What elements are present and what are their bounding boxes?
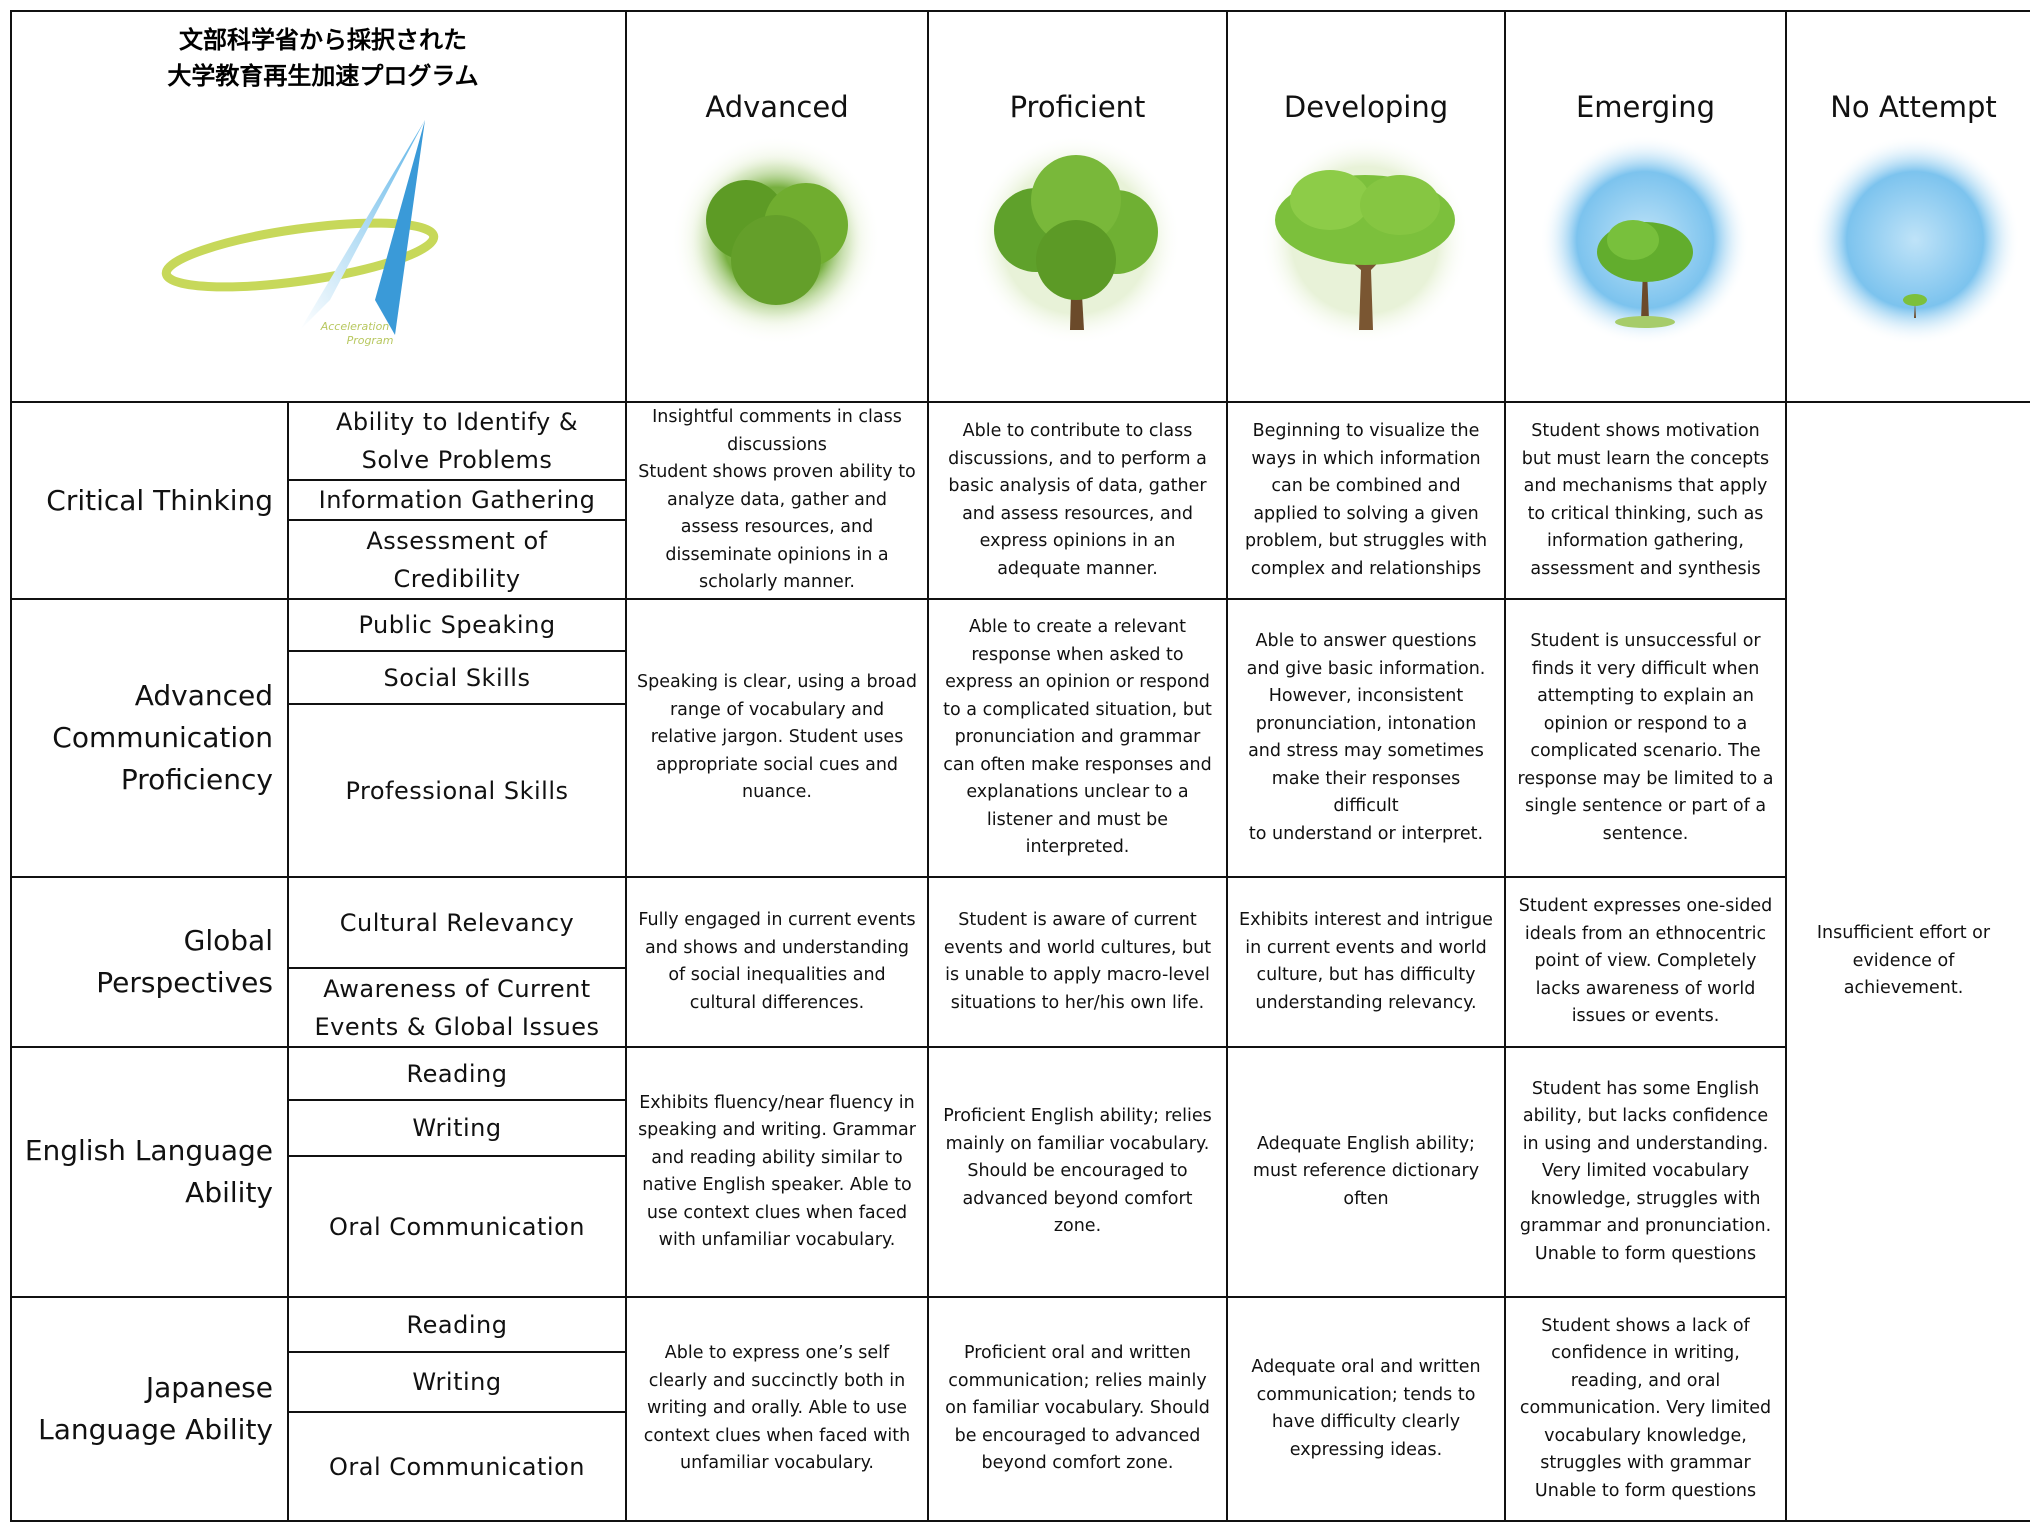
skill: Ability to Identify & Solve Problems bbox=[287, 401, 627, 481]
descriptor: Student expresses one-sided ideals from … bbox=[1504, 876, 1787, 1048]
descriptor-text: Speaking is clear, using a broad range o… bbox=[637, 672, 917, 803]
level-header-text: Proficient bbox=[1009, 90, 1146, 124]
skill-text: Ability to Identify & Solve Problems bbox=[335, 408, 579, 474]
skill-text: Writing bbox=[412, 1114, 502, 1142]
descriptor-text: Exhibits interest and intrigue in curren… bbox=[1239, 910, 1493, 1013]
category-text: Critical Thinking bbox=[46, 483, 273, 517]
skill-text: Oral Communication bbox=[329, 1212, 585, 1241]
descriptor: Fully engaged in current events and show… bbox=[625, 876, 929, 1048]
descriptor-text: Able to create a relevant response when … bbox=[943, 617, 1212, 858]
level-header-text: No Attempt bbox=[1830, 90, 1997, 124]
descriptor: Student shows motivation but must learn … bbox=[1504, 401, 1787, 600]
skill: Reading bbox=[287, 1046, 627, 1101]
descriptor-text: Proficient English ability; relies mainl… bbox=[943, 1106, 1212, 1237]
logo-cell bbox=[10, 10, 627, 403]
descriptor-text: Student has some English ability, but la… bbox=[1519, 1078, 1772, 1264]
descriptor-text: Insightful comments in class discussions… bbox=[638, 407, 916, 593]
descriptor-text: Able to express one’s self clearly and s… bbox=[643, 1343, 911, 1474]
category-text: Japanese Language Ability bbox=[38, 1371, 273, 1446]
category-text: English Language Ability bbox=[24, 1134, 273, 1209]
skill: Reading bbox=[287, 1296, 627, 1353]
skill: Assessment of Credibility bbox=[287, 519, 627, 600]
descriptor: Exhibits interest and intrigue in curren… bbox=[1226, 876, 1506, 1048]
descriptor: Able to contribute to class discussions,… bbox=[927, 401, 1228, 600]
descriptor: Able to answer questions and give basic … bbox=[1226, 598, 1506, 878]
descriptor-text: Adequate oral and written communication;… bbox=[1251, 1357, 1481, 1460]
descriptor-text: Student expresses one-sided ideals from … bbox=[1518, 896, 1773, 1027]
skill-text: Information Gathering bbox=[318, 486, 596, 514]
descriptor-text: Exhibits fluency/near fluency in speakin… bbox=[638, 1092, 916, 1251]
level-header: Developing bbox=[1226, 10, 1506, 403]
descriptor-text: Student shows motivation but must learn … bbox=[1521, 421, 1770, 579]
skill-text: Assessment of Credibility bbox=[366, 526, 548, 593]
descriptor: Insightful comments in class discussions… bbox=[625, 401, 929, 600]
descriptor: Proficient oral and written communicatio… bbox=[927, 1296, 1228, 1522]
level-header-text: Advanced bbox=[705, 90, 849, 124]
level-header: Proficient bbox=[927, 10, 1228, 403]
level-header: No Attempt bbox=[1785, 10, 2030, 403]
skill-text: Social Skills bbox=[383, 663, 531, 692]
level-header-text: Emerging bbox=[1575, 90, 1716, 124]
descriptor-text: Fully engaged in current events and show… bbox=[638, 910, 916, 1013]
category: Global Perspectives bbox=[10, 876, 289, 1048]
skill-text: Professional Skills bbox=[345, 776, 569, 805]
category: Japanese Language Ability bbox=[10, 1296, 289, 1522]
descriptor: Beginning to visualize the ways in which… bbox=[1226, 401, 1506, 600]
descriptor: Student is unsuccessful or finds it very… bbox=[1504, 598, 1787, 878]
level-header: Advanced bbox=[625, 10, 929, 403]
no-attempt-text: Insufficient effort or evidence of achie… bbox=[1816, 923, 1991, 999]
category: Advanced Communication Proficiency bbox=[10, 598, 289, 878]
descriptor: Student has some English ability, but la… bbox=[1504, 1046, 1787, 1298]
skill-text: Awareness of Current Events & Global Iss… bbox=[314, 974, 600, 1041]
category: Critical Thinking bbox=[10, 401, 289, 600]
skill: Oral Communication bbox=[287, 1411, 627, 1522]
descriptor-text: Able to answer questions and give basic … bbox=[1246, 631, 1486, 844]
category-text: Advanced Communication Proficiency bbox=[52, 679, 273, 796]
descriptor: Student shows a lack of confidence in wr… bbox=[1504, 1296, 1787, 1522]
skill: Oral Communication bbox=[287, 1155, 627, 1298]
skill: Writing bbox=[287, 1351, 627, 1413]
descriptor-text: Student shows a lack of confidence in wr… bbox=[1519, 1315, 1772, 1501]
category-text: Global Perspectives bbox=[96, 924, 273, 999]
skill: Awareness of Current Events & Global Iss… bbox=[287, 967, 627, 1048]
descriptor: Adequate oral and written communication;… bbox=[1226, 1296, 1506, 1522]
descriptor-text: Adequate English ability; must reference… bbox=[1252, 1133, 1480, 1209]
descriptor: Proficient English ability; relies mainl… bbox=[927, 1046, 1228, 1298]
descriptor-text: Student is unsuccessful or finds it very… bbox=[1517, 631, 1774, 844]
descriptor: Student is aware of current events and w… bbox=[927, 876, 1228, 1048]
no-attempt: Insufficient effort or evidence of achie… bbox=[1785, 401, 2030, 1522]
descriptor: Adequate English ability; must reference… bbox=[1226, 1046, 1506, 1298]
descriptor: Speaking is clear, using a broad range o… bbox=[625, 598, 929, 878]
skill-text: Public Speaking bbox=[358, 611, 556, 639]
category: English Language Ability bbox=[10, 1046, 289, 1298]
descriptor: Able to create a relevant response when … bbox=[927, 598, 1228, 878]
skill: Writing bbox=[287, 1099, 627, 1157]
skill: Cultural Relevancy bbox=[287, 876, 627, 969]
skill-text: Cultural Relevancy bbox=[339, 908, 575, 937]
descriptor-text: Student is aware of current events and w… bbox=[943, 910, 1212, 1013]
descriptor: Exhibits fluency/near fluency in speakin… bbox=[625, 1046, 929, 1298]
descriptor: Able to express one’s self clearly and s… bbox=[625, 1296, 929, 1522]
descriptor-text: Beginning to visualize the ways in which… bbox=[1244, 421, 1488, 579]
skill: Information Gathering bbox=[287, 479, 627, 521]
skill-text: Reading bbox=[406, 1059, 508, 1088]
descriptor-text: Proficient oral and written communicatio… bbox=[945, 1343, 1210, 1474]
skill-text: Reading bbox=[406, 1310, 508, 1339]
level-header: Emerging bbox=[1504, 10, 1787, 403]
skill: Professional Skills bbox=[287, 703, 627, 878]
skill-text: Oral Communication bbox=[329, 1452, 585, 1481]
skill: Social Skills bbox=[287, 650, 627, 705]
level-header-text: Developing bbox=[1283, 90, 1449, 124]
skill-text: Writing bbox=[412, 1368, 502, 1396]
descriptor-text: Able to contribute to class discussions,… bbox=[948, 421, 1207, 579]
skill: Public Speaking bbox=[287, 598, 627, 652]
